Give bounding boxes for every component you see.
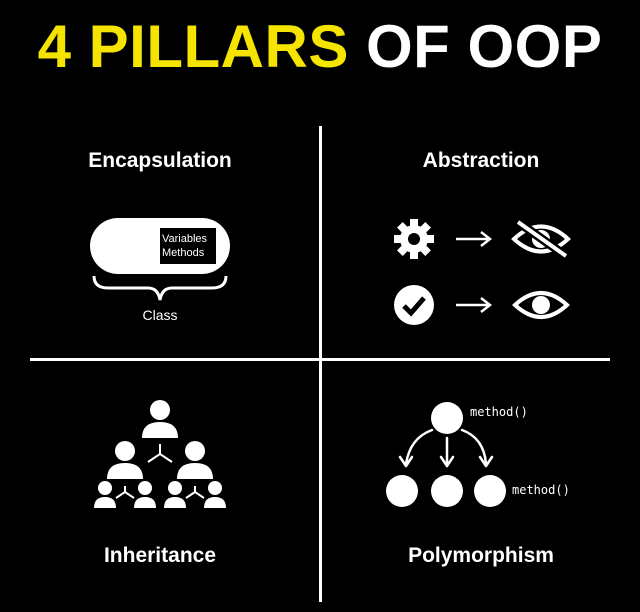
parent-node [431, 402, 463, 434]
eye-icon [512, 291, 570, 319]
check-circle-icon [394, 285, 434, 325]
page-title: 4 PILLARS OF OOP [0, 14, 640, 80]
class-brace [92, 275, 228, 301]
polymorphism-diagram [386, 402, 506, 507]
capsule-content: Variables Methods [160, 228, 216, 264]
abstraction-title: Abstraction [422, 149, 540, 172]
capsule-methods: Methods [162, 247, 205, 259]
gear-icon [394, 219, 434, 259]
capsule-variables: Variables [162, 233, 208, 245]
parent-method-label: method() [470, 405, 528, 419]
child-node [386, 475, 418, 507]
child-node [474, 475, 506, 507]
title-rest: OF OOP [366, 13, 603, 80]
eye-slash-icon [511, 218, 571, 260]
encapsulation-title: Encapsulation [88, 149, 232, 172]
child-method-label: method() [512, 483, 570, 497]
inheritance-title: Inheritance [103, 544, 217, 567]
arrow-right-icon [456, 297, 493, 313]
class-label: Class [142, 307, 178, 323]
title-highlight: 4 PILLARS [37, 13, 349, 80]
vertical-divider [319, 126, 322, 602]
child-node [431, 475, 463, 507]
polymorphism-title: Polymorphism [408, 544, 554, 567]
horizontal-divider [30, 358, 610, 361]
inheritance-tree [94, 400, 226, 508]
arrow-right-icon [456, 231, 493, 247]
